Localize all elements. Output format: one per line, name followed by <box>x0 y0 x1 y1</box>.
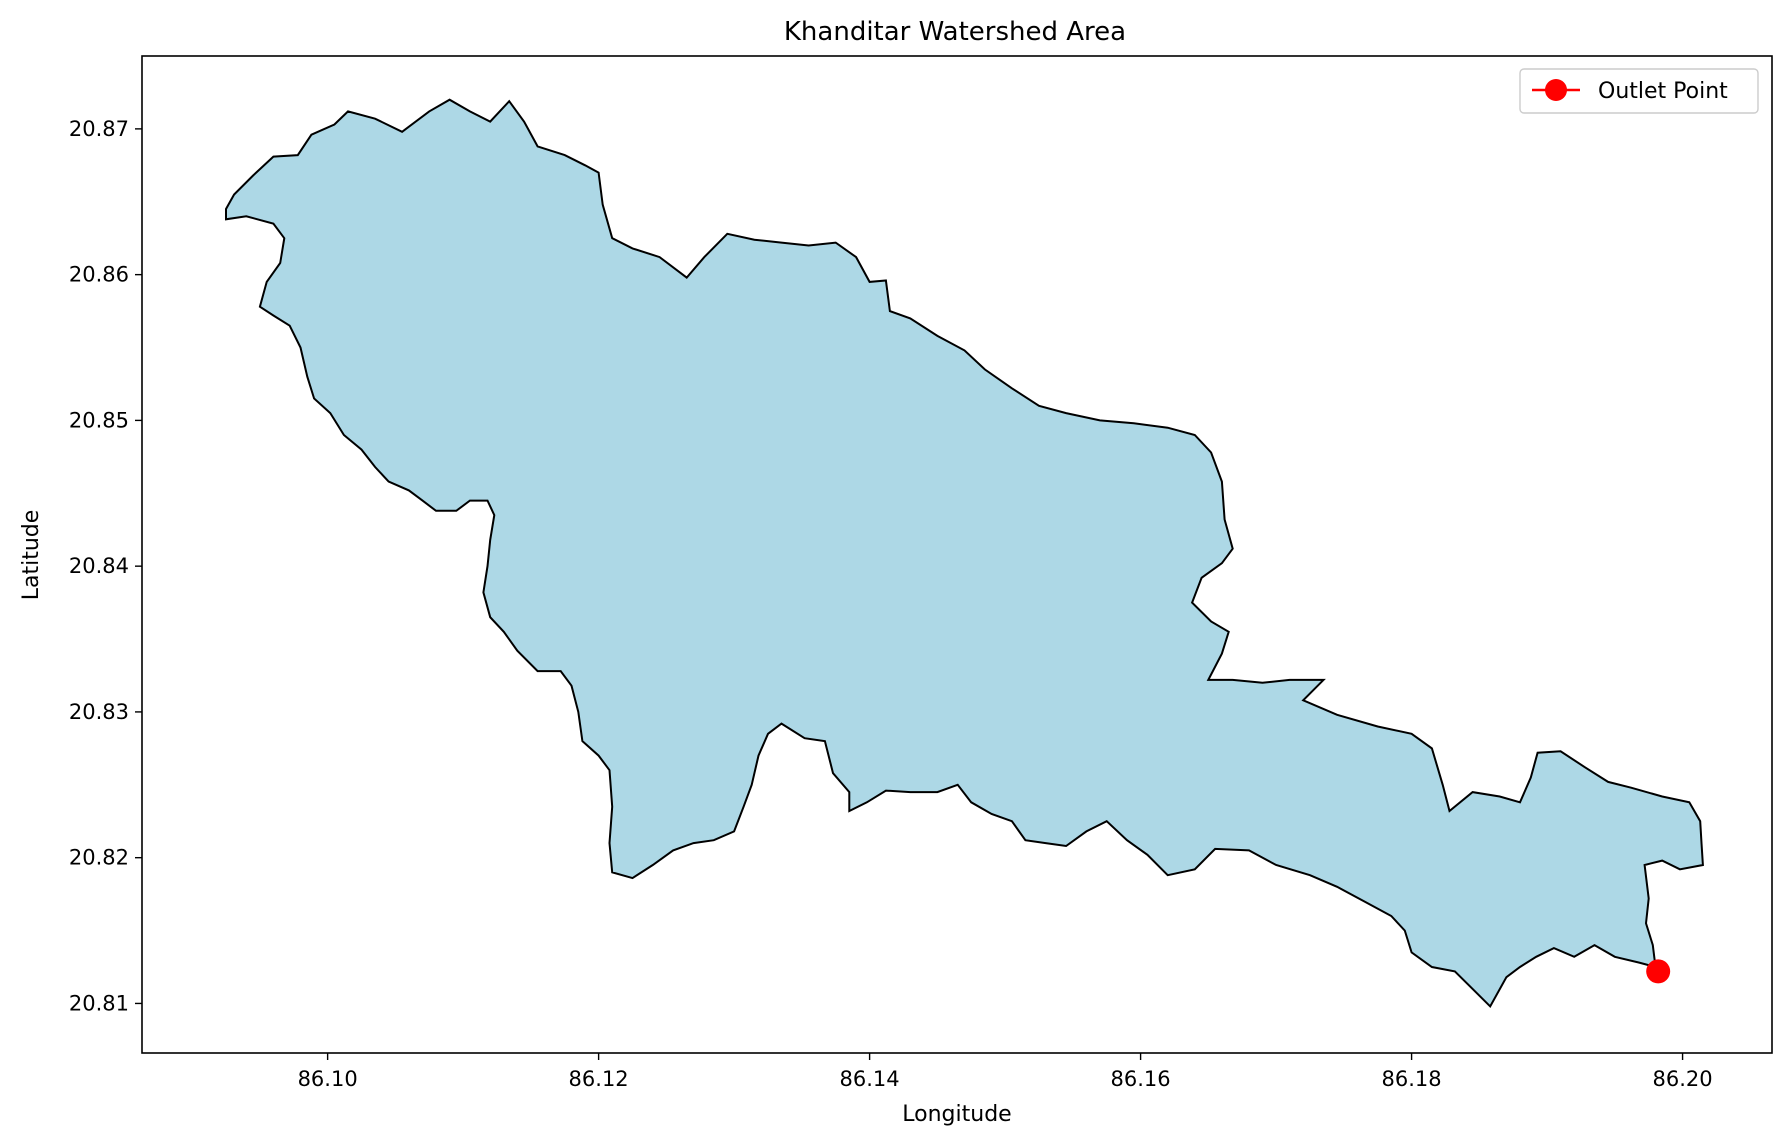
y-tick-label: 20.84 <box>69 554 129 578</box>
y-tick-label: 20.85 <box>69 408 129 432</box>
y-axis-label: Latitude <box>19 510 44 601</box>
y-tick-label: 20.83 <box>69 700 129 724</box>
outlet-point-marker <box>1646 959 1670 983</box>
x-tick-label: 86.12 <box>569 1067 629 1091</box>
x-tick-label: 86.20 <box>1653 1067 1713 1091</box>
x-tick-label: 86.10 <box>298 1067 358 1091</box>
legend-outlet-label: Outlet Point <box>1598 79 1728 104</box>
y-tick-label: 20.86 <box>69 263 129 287</box>
x-tick-label: 86.16 <box>1111 1067 1171 1091</box>
plot-area <box>142 56 1772 1053</box>
outlet-point-marker-group <box>1646 959 1670 983</box>
x-tick-label: 86.14 <box>840 1067 900 1091</box>
chart-title: Khanditar Watershed Area <box>784 17 1126 47</box>
legend-outlet-marker <box>1545 79 1567 101</box>
legend: Outlet Point <box>1520 69 1758 113</box>
y-tick-label: 20.87 <box>69 117 129 141</box>
x-axis-label: Longitude <box>902 1102 1011 1127</box>
x-tick-label: 86.18 <box>1382 1067 1442 1091</box>
y-tick-label: 20.81 <box>69 991 129 1015</box>
y-tick-label: 20.82 <box>69 846 129 870</box>
